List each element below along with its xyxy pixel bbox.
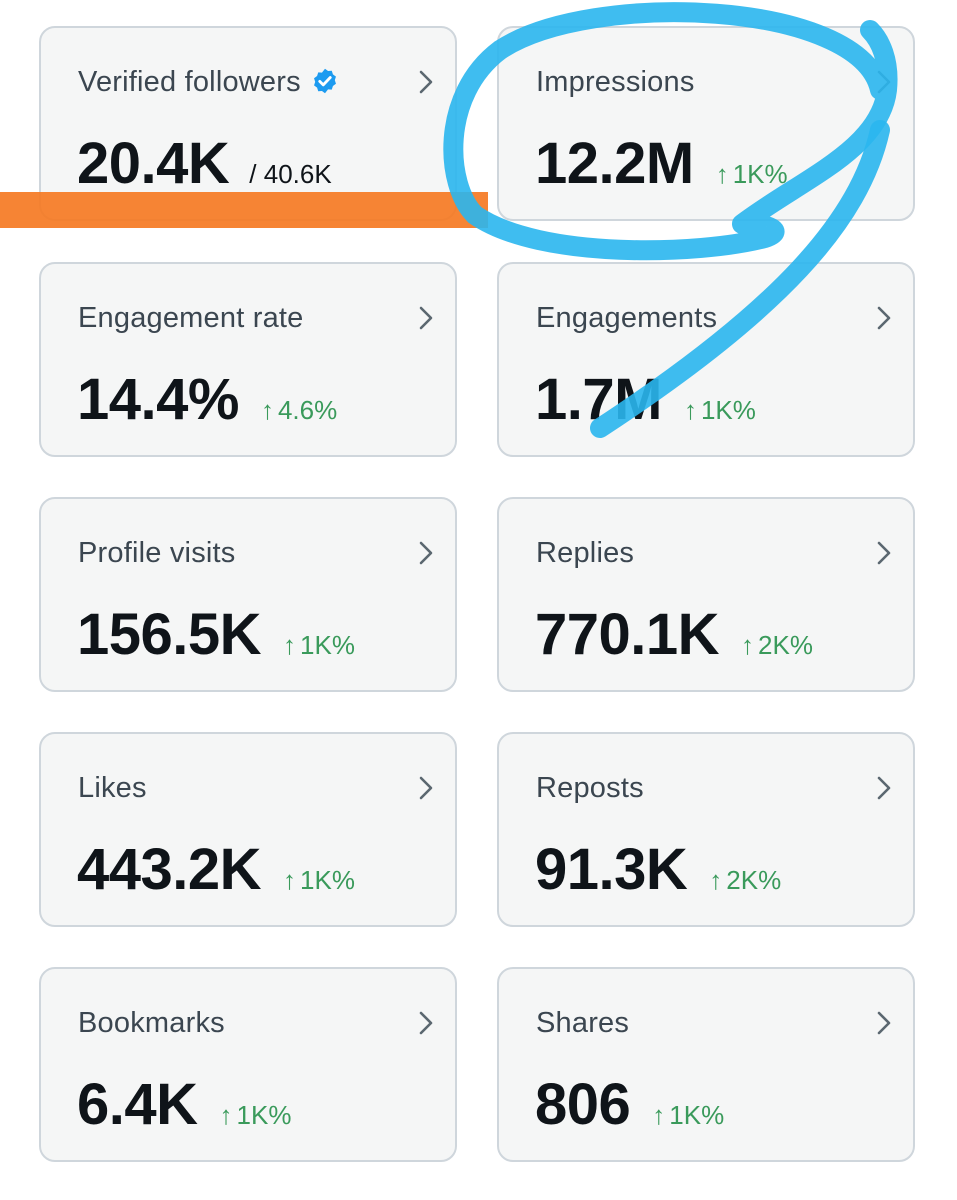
metric-change-value: 1K% — [300, 865, 355, 895]
card-verified-followers[interactable]: Verified followers 20.4K / 40.6K — [39, 26, 457, 221]
metric-change-value: 1K% — [236, 1100, 292, 1130]
card-engagement-rate[interactable]: Engagement rate 14.4% ↑ 4.6% — [39, 262, 457, 457]
card-replies[interactable]: Replies 770.1K ↑ 2K% — [497, 497, 915, 692]
metric-value: 806 — [535, 1072, 631, 1137]
card-label: Engagement rate — [78, 302, 304, 334]
metric-change-value: 4.6% — [277, 395, 338, 425]
arrow-up-icon: ↑ — [652, 1100, 666, 1130]
card-label: Bookmarks — [78, 1007, 225, 1039]
card-reposts[interactable]: Reposts 91.3K ↑ 2K% — [497, 732, 915, 927]
chevron-right-icon[interactable] — [873, 1009, 895, 1037]
metric-value: 6.4K — [77, 1072, 198, 1137]
metric-change: ↑ 1K% — [684, 395, 756, 426]
metric-change-value: 2K% — [726, 865, 782, 895]
chevron-right-icon[interactable] — [873, 68, 895, 96]
metric-row: 156.5K ↑ 1K% — [77, 601, 355, 668]
metric-value: 1.7M — [535, 367, 662, 432]
metric-change: ↑ 1K% — [220, 1100, 292, 1131]
metric-row: 806 ↑ 1K% — [535, 1071, 724, 1138]
chevron-right-icon[interactable] — [415, 1009, 437, 1037]
metric-value: 20.4K — [77, 131, 230, 196]
card-label: Likes — [78, 772, 147, 804]
arrow-up-icon: ↑ — [283, 630, 297, 660]
card-label: Shares — [536, 1007, 630, 1039]
metric-value: 12.2M — [535, 131, 694, 196]
arrow-up-icon: ↑ — [709, 865, 723, 895]
arrow-up-icon: ↑ — [683, 395, 697, 425]
metric-change: ↑ 2K% — [741, 630, 813, 661]
metric-total: / 40.6K — [249, 159, 332, 189]
metric-change-value: 1K% — [732, 159, 788, 189]
arrow-up-icon: ↑ — [715, 159, 729, 189]
metric-change: ↑ 4.6% — [261, 395, 337, 426]
card-engagements[interactable]: Engagements 1.7M ↑ 1K% — [497, 262, 915, 457]
metric-change: ↑ 1K% — [283, 865, 355, 896]
metric-row: 91.3K ↑ 2K% — [535, 836, 781, 903]
card-bookmarks[interactable]: Bookmarks 6.4K ↑ 1K% — [39, 967, 457, 1162]
metric-row: 20.4K / 40.6K — [77, 130, 332, 197]
metric-value: 156.5K — [77, 602, 262, 667]
card-label: Replies — [536, 537, 635, 569]
metric-row: 770.1K ↑ 2K% — [535, 601, 813, 668]
card-label: Verified followers — [78, 66, 339, 99]
metric-change: ↑ 2K% — [709, 865, 781, 896]
metric-row: 1.7M ↑ 1K% — [535, 366, 756, 433]
chevron-right-icon[interactable] — [415, 774, 437, 802]
card-likes[interactable]: Likes 443.2K ↑ 1K% — [39, 732, 457, 927]
arrow-up-icon: ↑ — [260, 395, 274, 425]
metric-value: 443.2K — [77, 837, 262, 902]
chevron-right-icon[interactable] — [873, 304, 895, 332]
metric-change: ↑ 1K% — [716, 159, 788, 190]
metric-value: 770.1K — [535, 602, 720, 667]
metric-change-value: 1K% — [300, 630, 355, 660]
card-label: Engagements — [536, 302, 718, 334]
chevron-right-icon[interactable] — [415, 68, 437, 96]
card-label: Profile visits — [78, 537, 236, 569]
metric-value: 14.4% — [77, 367, 239, 432]
metric-row: 14.4% ↑ 4.6% — [77, 366, 337, 433]
metric-change-value: 1K% — [669, 1100, 725, 1130]
arrow-up-icon: ↑ — [219, 1100, 233, 1130]
card-impressions[interactable]: Impressions 12.2M ↑ 1K% — [497, 26, 915, 221]
metric-change: ↑ 1K% — [652, 1100, 724, 1131]
verified-badge-icon — [313, 68, 336, 94]
metric-change-value: 2K% — [758, 630, 813, 660]
metric-row: 443.2K ↑ 1K% — [77, 836, 355, 903]
chevron-right-icon[interactable] — [873, 539, 895, 567]
metric-change: ↑ 1K% — [283, 630, 355, 661]
metric-value: 91.3K — [535, 837, 688, 902]
card-shares[interactable]: Shares 806 ↑ 1K% — [497, 967, 915, 1162]
card-label-text: Verified followers — [78, 66, 301, 98]
card-profile-visits[interactable]: Profile visits 156.5K ↑ 1K% — [39, 497, 457, 692]
card-label: Impressions — [536, 66, 695, 98]
metric-row: 6.4K ↑ 1K% — [77, 1071, 291, 1138]
metric-change-value: 1K% — [700, 395, 756, 425]
arrow-up-icon: ↑ — [283, 865, 297, 895]
chevron-right-icon[interactable] — [873, 774, 895, 802]
card-label: Reposts — [536, 772, 644, 804]
chevron-right-icon[interactable] — [415, 539, 437, 567]
metric-row: 12.2M ↑ 1K% — [535, 130, 788, 197]
arrow-up-icon: ↑ — [741, 630, 755, 660]
chevron-right-icon[interactable] — [415, 304, 437, 332]
